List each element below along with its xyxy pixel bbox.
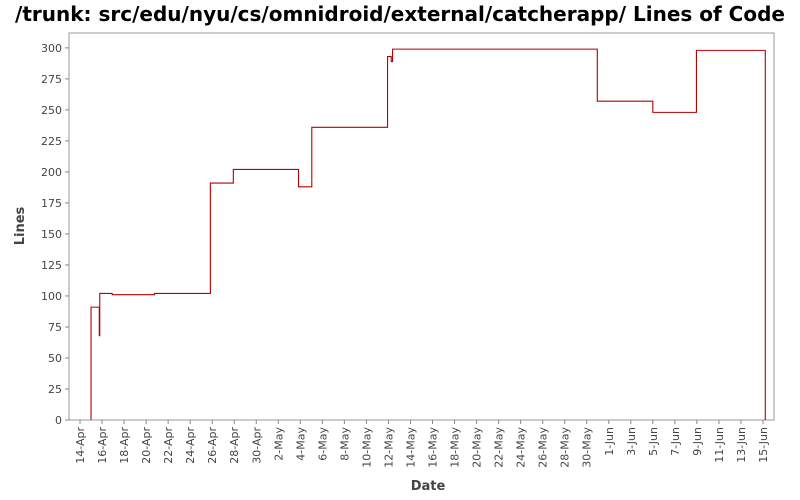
x-tick-label: 24-Apr bbox=[184, 427, 197, 464]
x-tick-label: 30-Apr bbox=[250, 427, 263, 464]
x-tick-label: 15-Jun bbox=[757, 427, 770, 463]
x-tick-label: 10-May bbox=[360, 427, 373, 468]
y-tick-label: 250 bbox=[41, 104, 62, 117]
y-tick-label: 150 bbox=[41, 228, 62, 241]
series-group bbox=[90, 48, 766, 420]
x-tick-label: 22-Apr bbox=[162, 427, 175, 464]
x-tick-label: 1-Jun bbox=[603, 427, 616, 456]
y-tick-label: 275 bbox=[41, 73, 62, 86]
x-tick-label: 26-Apr bbox=[206, 427, 219, 464]
x-tick-label: 18-May bbox=[449, 427, 462, 468]
x-tick-label: 16-Apr bbox=[96, 427, 109, 464]
chart-title: /trunk: src/edu/nyu/cs/omnidroid/externa… bbox=[15, 2, 785, 26]
x-tick-label: 7-Jun bbox=[669, 427, 682, 456]
y-tick-label: 300 bbox=[41, 42, 62, 55]
x-tick-label: 13-Jun bbox=[735, 427, 748, 463]
x-tick-label: 5-Jun bbox=[647, 427, 660, 456]
y-tick-label: 50 bbox=[48, 352, 62, 365]
x-tick-label: 4-May bbox=[294, 427, 307, 461]
series-line bbox=[90, 48, 766, 420]
x-tick-label: 30-May bbox=[581, 427, 594, 468]
x-tick-label: 11-Jun bbox=[713, 427, 726, 463]
x-tick-label: 22-May bbox=[493, 427, 506, 468]
x-tick-label: 9-Jun bbox=[691, 427, 704, 456]
x-tick-label: 3-Jun bbox=[625, 427, 638, 456]
x-tick-label: 20-May bbox=[471, 427, 484, 468]
y-tick-label: 0 bbox=[55, 414, 62, 427]
x-tick-label: 18-Apr bbox=[118, 427, 131, 464]
x-tick-label: 6-May bbox=[316, 427, 329, 461]
y-tick-label: 200 bbox=[41, 166, 62, 179]
y-tick-label: 25 bbox=[48, 383, 62, 396]
x-tick-label: 20-Apr bbox=[140, 427, 153, 464]
x-axis: 14-Apr 16-Apr 18-Apr 20-Apr 22-Apr 24-Apr 26-A… bbox=[74, 420, 770, 468]
y-axis: 0 25 50 75 100 125 150 175 200 225 250 275 300 bbox=[41, 42, 69, 427]
x-tick-label: 2-May bbox=[272, 427, 285, 461]
y-tick-label: 75 bbox=[48, 321, 62, 334]
y-tick-label: 125 bbox=[41, 259, 62, 272]
x-tick-label: 24-May bbox=[515, 427, 528, 468]
x-tick-label: 14-Apr bbox=[74, 427, 87, 464]
x-tick-label: 26-May bbox=[537, 427, 550, 468]
y-axis-label: Lines bbox=[13, 206, 28, 245]
x-axis-label: Date bbox=[411, 479, 446, 494]
x-tick-label: 14-May bbox=[404, 427, 417, 468]
x-tick-label: 12-May bbox=[382, 427, 395, 468]
y-tick-label: 100 bbox=[41, 290, 62, 303]
x-tick-label: 28-May bbox=[559, 427, 572, 468]
x-tick-label: 16-May bbox=[427, 427, 440, 468]
x-tick-label: 8-May bbox=[338, 427, 351, 461]
x-tick-label: 28-Apr bbox=[228, 427, 241, 464]
y-tick-label: 225 bbox=[41, 135, 62, 148]
plot-area bbox=[68, 32, 775, 421]
y-tick-label: 175 bbox=[41, 197, 62, 210]
